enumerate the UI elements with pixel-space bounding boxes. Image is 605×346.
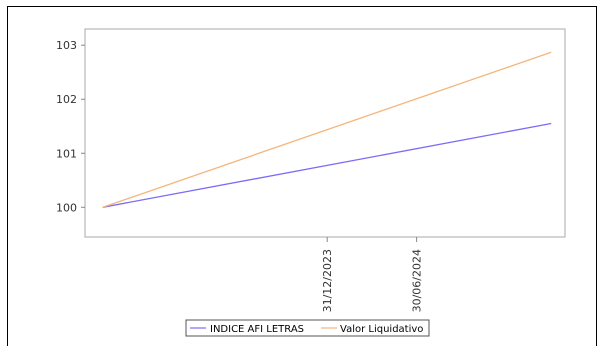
x-axis: 31/12/2023 30/06/2024	[321, 237, 424, 312]
series-line-1	[102, 122, 552, 208]
y-tick-label: 100	[56, 201, 77, 214]
series-line-2	[102, 51, 552, 208]
chart-frame	[7, 6, 597, 346]
x-tick-label: 30/06/2024	[411, 249, 424, 312]
plot-area	[84, 28, 566, 238]
x-tick-label: 31/12/2023	[321, 249, 334, 312]
legend-label-series-2: Valor Liquidativo	[340, 324, 423, 335]
y-tick-label: 102	[56, 93, 77, 106]
series-layer	[102, 51, 552, 208]
y-axis: 100 101 102 103	[56, 39, 85, 214]
legend-box	[185, 319, 430, 337]
legend-label-series-1: INDICE AFI LETRAS	[210, 324, 304, 335]
y-tick-label: 101	[56, 147, 77, 160]
legend: INDICE AFI LETRAS Valor Liquidativo	[185, 319, 430, 337]
y-tick-label: 103	[56, 39, 77, 52]
